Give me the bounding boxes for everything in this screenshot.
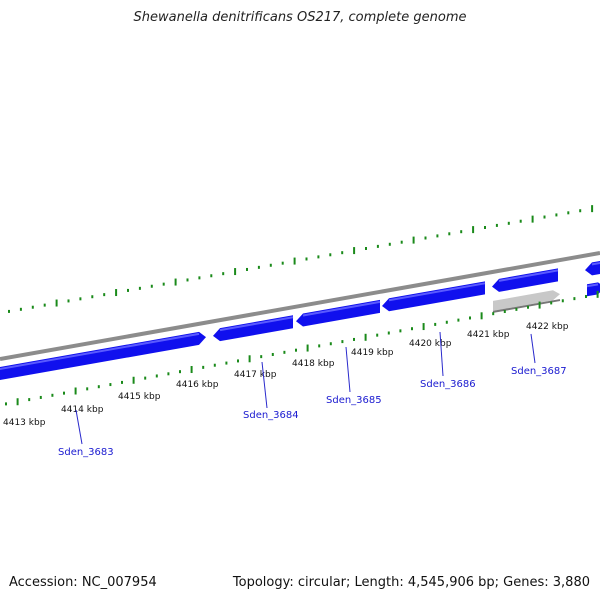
genome-title: Shewanella denitrificans OS217, complete… — [133, 10, 467, 25]
gene-highlight — [591, 261, 600, 266]
gene-label[interactable]: Sden_3684 — [243, 410, 299, 421]
accession-label: Accession: NC_007954 — [9, 575, 157, 590]
gene-leader-line — [439, 331, 444, 377]
genome-summary: Topology: circular; Length: 4,545,906 bp… — [232, 575, 590, 590]
gene-leader-line — [261, 361, 268, 409]
gene-highlight — [219, 316, 294, 332]
kbp-label: 4414 kbp — [61, 405, 104, 415]
gene-highlight — [498, 269, 559, 282]
kbp-label: 4422 kbp — [526, 322, 569, 332]
gene-highlight — [388, 282, 486, 302]
kbp-label: 4415 kbp — [118, 392, 161, 402]
kbp-label: 4413 kbp — [3, 418, 46, 428]
gene-leader-line — [75, 409, 83, 445]
gene-label[interactable]: Sden_3685 — [326, 395, 382, 406]
gene-leader-line — [345, 346, 351, 393]
gene-label[interactable]: Sden_3686 — [420, 379, 476, 390]
kbp-label: 4418 kbp — [292, 359, 335, 369]
kbp-label: 4420 kbp — [409, 339, 452, 349]
gene-sden-3683[interactable] — [0, 331, 206, 381]
gene-highlight — [586, 283, 599, 288]
kbp-label: 4416 kbp — [176, 380, 219, 390]
rna-feature[interactable] — [493, 290, 560, 311]
rna-feature-edge — [492, 299, 561, 313]
gene-leader-line — [530, 333, 536, 364]
kbp-label: 4419 kbp — [351, 348, 394, 358]
genome-backbone — [0, 251, 600, 361]
gene-highlight — [302, 300, 381, 317]
kbp-label: 4421 kbp — [467, 330, 510, 340]
kbp-label: 4417 kbp — [234, 370, 277, 380]
gene-highlight — [0, 332, 200, 371]
gene-label[interactable]: Sden_3687 — [511, 366, 567, 377]
gene-label[interactable]: Sden_3683 — [58, 447, 114, 458]
